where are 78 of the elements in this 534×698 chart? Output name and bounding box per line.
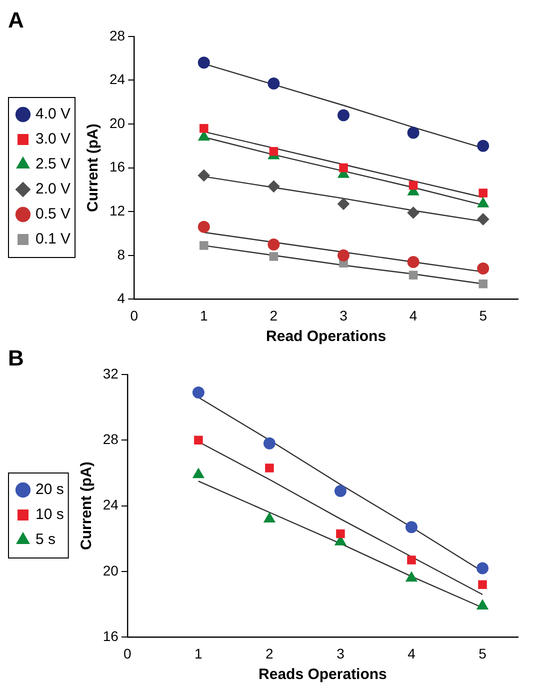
point [339,163,348,172]
y-tick-label: 12 [110,202,126,218]
point [192,468,204,478]
point [477,197,489,208]
point [264,512,276,522]
y-tick-label: 32 [102,365,119,382]
point [334,485,346,498]
y-axis-title: Current (pA) [78,462,95,550]
legend-label: 20 s [36,481,64,498]
point [477,140,490,152]
x-tick-label: 2 [266,645,274,662]
x-axis-title: Reads Operations [258,666,387,684]
point [338,198,350,210]
legend-label: 4.0 V [36,106,71,123]
point [408,270,418,280]
point [477,262,490,275]
point [198,220,210,233]
point [407,556,416,564]
y-tick-label: 24 [102,496,119,513]
point [405,521,418,534]
legend-label: 0.5 V [36,206,71,223]
x-tick-label: 1 [200,307,208,324]
x-tick-label: 4 [409,307,418,324]
x-tick-label: 0 [124,645,132,662]
point [407,256,420,268]
point [338,249,350,262]
point [269,146,278,156]
point [478,188,488,198]
point [408,180,418,190]
legend-label: 3.0 V [36,130,71,148]
point [476,562,488,574]
point [263,437,276,450]
chart-title: B [8,345,24,370]
x-tick-label: 1 [194,645,203,662]
point [194,436,203,444]
x-tick-label: 5 [479,307,488,324]
point [192,386,204,398]
point [338,109,350,122]
point [198,56,210,69]
chart-title: A [8,7,24,32]
point [268,238,280,250]
y-tick-label: 24 [110,71,126,88]
point [200,241,208,250]
point [477,213,490,226]
point [268,77,280,90]
y-tick-label: 28 [102,430,119,447]
point [478,580,487,590]
legend-label: 10 s [36,506,64,524]
point [268,180,280,192]
x-tick-label: 2 [270,307,278,324]
x-tick-label: 4 [408,645,416,662]
point [476,599,488,610]
point [336,529,345,538]
x-tick-label: 5 [478,645,487,662]
y-tick-label: 16 [102,628,119,644]
y-tick-label: 4 [117,290,126,306]
point [200,124,208,133]
x-tick-label: 0 [130,307,138,324]
y-axis-title: Current (pA) [84,124,102,212]
point [478,279,488,288]
point [269,252,278,261]
point [406,572,418,582]
point [407,206,420,219]
x-tick-label: 3 [336,645,345,662]
y-tick-label: 20 [110,114,126,131]
legend-label: 5 s [36,531,56,548]
x-axis-title: Read Operations [266,328,386,346]
legend-label: 0.1 V [36,230,71,248]
y-tick-label: 28 [110,27,126,44]
legend-label: 2.0 V [36,180,71,198]
legend-label: 2.5 V [36,156,71,173]
x-tick-label: 3 [340,307,348,324]
y-tick-label: 8 [117,246,126,262]
point [265,464,274,472]
point [407,126,420,139]
y-tick-label: 16 [110,158,126,175]
point [198,169,210,182]
y-tick-label: 20 [102,562,119,578]
